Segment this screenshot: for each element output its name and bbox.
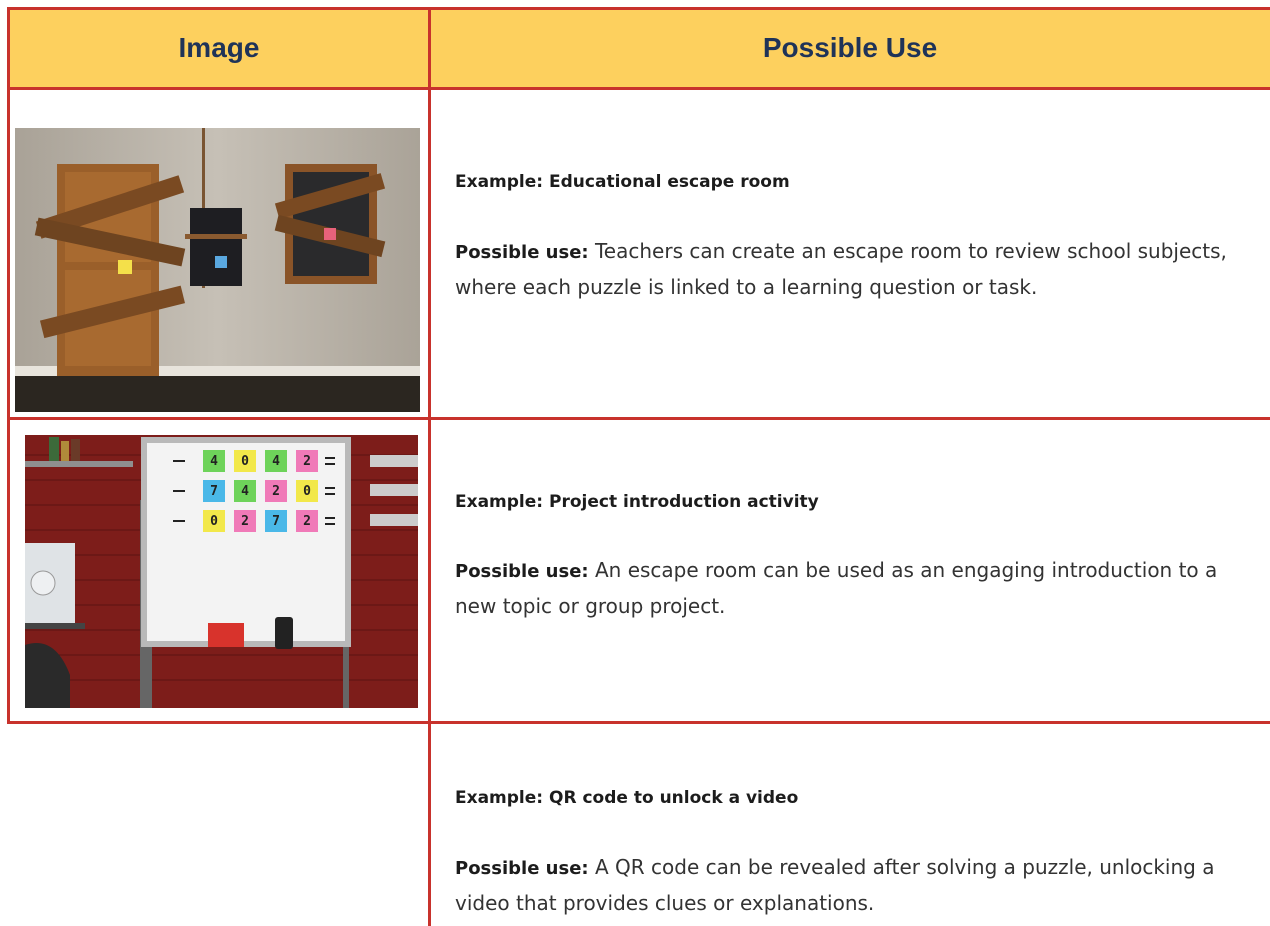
sticky-note	[296, 480, 318, 502]
project-room-image: 4 0 4 2 7 4 2 0 0 2 7 2	[25, 435, 418, 708]
possible-use: Possible use: Teachers can create an esc…	[455, 234, 1255, 305]
use-text: Teachers can create an escape room to re…	[455, 239, 1227, 299]
sticky-note	[203, 510, 225, 532]
use-label: Possible use:	[455, 858, 589, 879]
example-title: Example: Educational escape room	[455, 172, 790, 192]
sticky-note	[234, 480, 256, 502]
note-digit: 7	[272, 514, 280, 529]
sticky-note	[234, 450, 256, 472]
sticky-note	[234, 510, 256, 532]
note-digit: 0	[303, 484, 311, 499]
note-digit: 4	[272, 454, 280, 469]
border	[7, 87, 1270, 90]
border	[428, 7, 431, 926]
note-digit: 2	[241, 514, 249, 529]
example-title: Example: Project introduction activity	[455, 492, 819, 512]
sticky-note	[265, 480, 287, 502]
example-title: Example: QR code to unlock a video	[455, 788, 799, 808]
sticky-note	[203, 480, 225, 502]
sticky-note	[265, 450, 287, 472]
sticky-note	[296, 450, 318, 472]
table-header	[8, 8, 1270, 88]
sticky-note	[296, 510, 318, 532]
header-cell: Possible Use	[762, 32, 938, 63]
sticky-note	[265, 510, 287, 532]
border	[7, 721, 1270, 724]
sticky-note	[203, 450, 225, 472]
note-digit: 0	[241, 454, 249, 469]
note-digit: 4	[210, 454, 218, 469]
use-label: Possible use:	[455, 242, 589, 263]
use-label: Possible use:	[455, 561, 589, 582]
use-text: A QR code can be revealed after solving …	[455, 855, 1215, 915]
note-digit: 2	[303, 514, 311, 529]
note-digit: 0	[210, 514, 218, 529]
border	[7, 417, 1270, 420]
header-cell: Image	[178, 32, 260, 63]
border	[7, 7, 10, 724]
border	[7, 7, 1270, 10]
possible-use: Possible use: An escape room can be used…	[455, 553, 1255, 624]
note-digit: 2	[303, 454, 311, 469]
possible-use: Possible use: A QR code can be revealed …	[455, 850, 1255, 921]
note-digit: 7	[210, 484, 218, 499]
note-digit: 2	[272, 484, 280, 499]
use-text: An escape room can be used as an engagin…	[455, 558, 1218, 618]
escape-room-image	[15, 128, 420, 412]
note-digit: 4	[241, 484, 249, 499]
